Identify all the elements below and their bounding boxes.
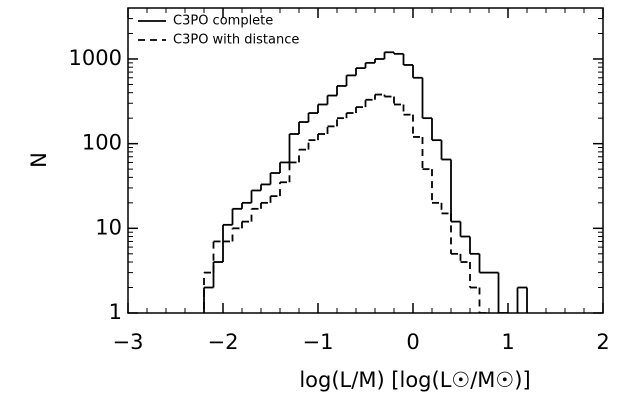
legend-label: C3PO with distance xyxy=(173,33,299,48)
x-tick-label: 2 xyxy=(596,330,609,354)
x-tick-label: 1 xyxy=(501,330,514,354)
y-tick-label: 1000 xyxy=(69,46,122,70)
plot-frame xyxy=(127,7,604,314)
x-tick-label: −2 xyxy=(208,330,239,354)
y-tick-label: 100 xyxy=(82,131,122,155)
plot-area xyxy=(203,51,528,313)
x-tick-label: −3 xyxy=(113,330,144,354)
legend-label: C3PO complete xyxy=(173,14,273,29)
y-tick-label: 1 xyxy=(109,300,122,324)
x-tick-label: 0 xyxy=(406,330,419,354)
x-axis-label: log(L/M) [log(L☉/M☉)] xyxy=(299,368,530,392)
x-tick-label: −1 xyxy=(303,330,334,354)
y-tick-label: 10 xyxy=(95,215,122,239)
y-axis-label: N xyxy=(27,152,51,168)
